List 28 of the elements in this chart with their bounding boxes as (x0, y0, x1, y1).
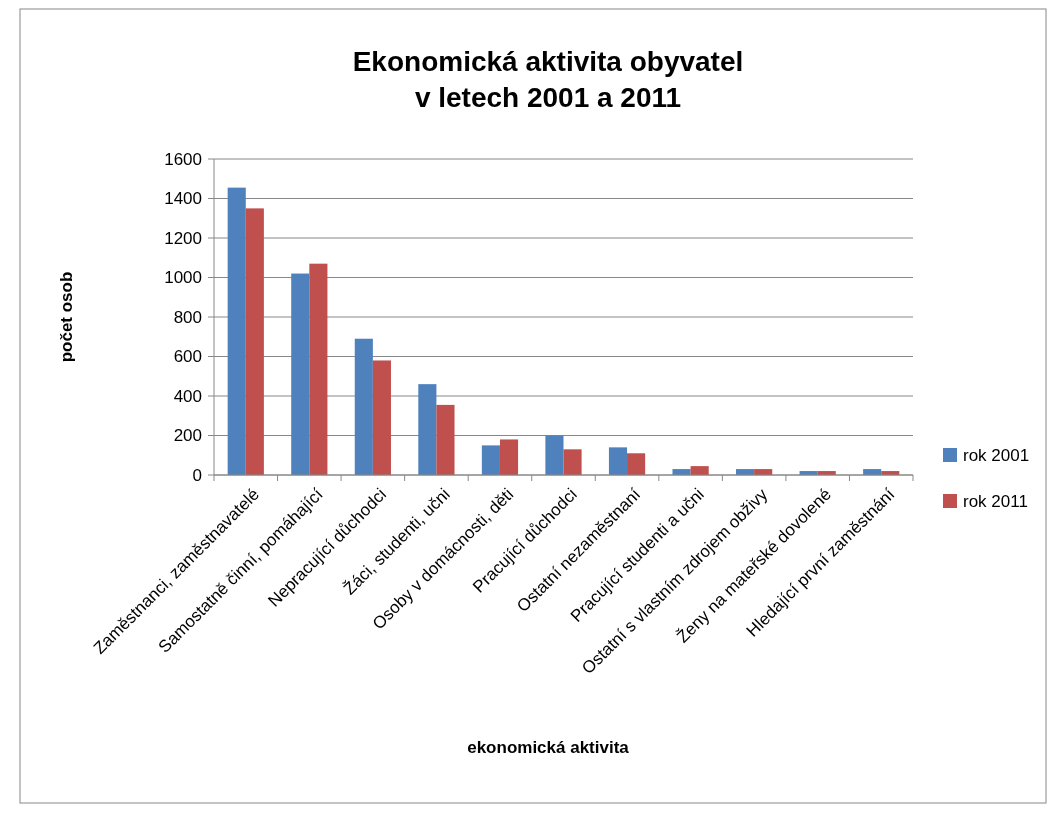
bar (563, 449, 582, 475)
bar (309, 263, 328, 475)
bar (372, 360, 391, 475)
chart-title: Ekonomická aktivita obyvatel v letech 2001 a 2011 (352, 46, 744, 113)
bar (499, 439, 519, 475)
y-tick-label: 0 (192, 465, 202, 485)
bar (354, 338, 373, 475)
bar (481, 445, 500, 475)
legend-label: rok 2001 (963, 445, 1030, 465)
y-tick-label: 1200 (164, 228, 202, 248)
y-tick-label: 1600 (164, 149, 202, 169)
bar (418, 384, 437, 475)
y-tick-label: 200 (173, 426, 202, 446)
bar (608, 447, 628, 475)
bar (545, 435, 564, 475)
bar (627, 453, 646, 475)
y-tick-label: 1400 (164, 189, 202, 209)
y-tick-label: 600 (173, 347, 202, 367)
x-axis-title: ekonomická aktivita (467, 738, 630, 757)
bar (227, 187, 246, 475)
y-axis-title: počet osob (57, 271, 76, 363)
y-tick-label: 1000 (164, 268, 202, 288)
y-tick-label: 400 (173, 386, 202, 406)
legend-label: rok 2011 (963, 491, 1028, 511)
bar (291, 273, 310, 475)
y-tick-label: 800 (173, 307, 202, 327)
bar (436, 404, 455, 475)
bar (245, 208, 264, 475)
